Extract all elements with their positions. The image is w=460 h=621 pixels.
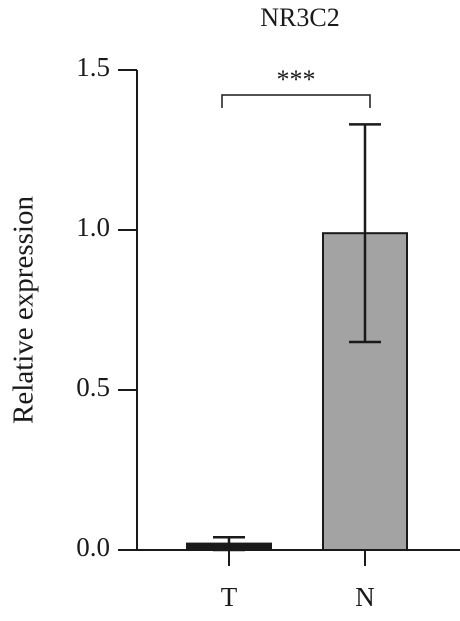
x-tick-label: N: [355, 582, 375, 612]
chart-title: NR3C2: [260, 3, 339, 32]
y-tick-label: 1.0: [76, 212, 110, 242]
significance-label: ***: [277, 65, 316, 94]
x-tick-label: T: [221, 582, 238, 612]
error-bar: [349, 123, 381, 344]
y-tick-label: 0.5: [76, 372, 110, 402]
y-tick-label: 0.0: [76, 532, 110, 562]
significance-bracket: [221, 94, 371, 108]
y-axis-label: Relative expression: [8, 196, 40, 424]
y-tick-label: 1.5: [76, 52, 110, 82]
